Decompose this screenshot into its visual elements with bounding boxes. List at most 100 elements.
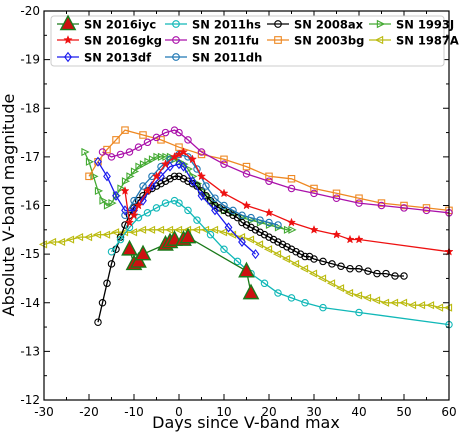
data-point-sn-2003bg: [332, 189, 341, 198]
data-point-sn-2008ax: [247, 223, 255, 232]
series-sn-2011hs: [107, 196, 453, 329]
data-point-sn-2011hs: [184, 206, 192, 215]
data-point-sn-2003bg: [157, 136, 165, 144]
data-point-sn-1987a: [254, 240, 264, 249]
data-point-sn-2011hs: [220, 245, 228, 254]
data-point-sn-2016gkg: [124, 217, 135, 227]
data-point-sn-2008ax: [283, 243, 291, 251]
data-point-sn-1987a: [101, 230, 111, 239]
data-point-sn-2016gkg: [160, 159, 171, 169]
legend-marker: [59, 14, 77, 31]
data-point-sn-1987a: [47, 237, 57, 247]
data-point-sn-2008ax: [319, 257, 327, 266]
data-point-sn-2011dh: [184, 153, 192, 161]
data-point-sn-2011hs: [143, 209, 152, 217]
data-point-sn-2011dh: [229, 206, 237, 215]
data-point-sn-1993j: [85, 157, 95, 166]
data-point-sn-2008ax: [170, 172, 179, 181]
legend-item-sn-2013df: SN 2013df: [57, 51, 152, 65]
data-point-sn-2016gkg: [219, 188, 229, 198]
data-point-sn-1993j: [108, 198, 117, 208]
data-point-sn-2016gkg: [354, 234, 364, 244]
data-point-sn-2016gkg: [196, 171, 207, 181]
data-point-sn-1993j: [148, 155, 158, 164]
data-point-sn-2011fu: [310, 189, 318, 198]
data-point-sn-2016gkg: [345, 234, 355, 244]
data-point-sn-1987a: [326, 279, 336, 288]
series-layer: [38, 126, 454, 329]
data-point-sn-2011fu: [197, 148, 206, 156]
data-point-sn-2008ax: [94, 318, 102, 326]
data-point-sn-2011dh: [211, 194, 219, 202]
data-point-sn-2011fu: [170, 126, 179, 134]
data-point-sn-1993j: [99, 196, 108, 205]
data-point-sn-2008ax: [251, 226, 260, 234]
data-point-sn-1987a: [245, 235, 255, 244]
y-tick-label: -13: [20, 344, 40, 358]
data-point-sn-2011fu: [125, 148, 134, 156]
data-point-sn-1987a: [83, 233, 93, 242]
data-point-sn-2008ax: [103, 279, 111, 288]
data-point-sn-2008ax: [382, 269, 390, 278]
legend-label: SN 2016iyc: [84, 18, 156, 32]
data-point-sn-2016gkg: [264, 207, 274, 217]
data-point-sn-1987a: [92, 230, 102, 239]
data-point-sn-1987a: [209, 225, 219, 234]
data-point-sn-1987a: [317, 274, 327, 283]
data-point-sn-1987a: [164, 225, 174, 234]
data-point-sn-1987a: [137, 225, 147, 234]
axis-ticks: -30 -20 -10 0 10 20 30 40 50 60 -20 -19 -18 -17 -16 -15…: [20, 4, 456, 419]
series-sn-2016iyc: [121, 227, 260, 300]
legend-label: SN 1987A: [396, 34, 459, 48]
data-point-sn-2013df: [197, 190, 206, 201]
data-point-sn-2013df: [166, 161, 174, 172]
data-point-sn-2013df: [179, 161, 188, 172]
data-point-sn-1993j: [121, 177, 131, 186]
x-tick-label: 40: [351, 405, 366, 419]
data-point-sn-1993j: [94, 186, 104, 196]
series-sn-2013df: [94, 156, 260, 260]
x-tick-label: 20: [261, 405, 276, 419]
data-point-sn-1987a: [191, 225, 201, 234]
data-point-sn-2011hs: [287, 294, 296, 302]
data-point-sn-2003bg: [355, 194, 363, 202]
data-point-sn-2011fu: [152, 133, 161, 142]
data-point-sn-2003bg: [85, 172, 93, 181]
x-axis-label: Days since V-band max: [152, 413, 340, 432]
data-point-sn-2011fu: [107, 153, 116, 161]
legend-label: SN 2011dh: [192, 51, 262, 65]
legend-item-sn-2008ax: SN 2008ax: [267, 18, 364, 32]
data-point-sn-2011dh: [220, 201, 228, 210]
x-tick-label: 10: [216, 405, 231, 419]
legend-marker: [172, 36, 180, 44]
data-point-sn-1987a: [344, 288, 354, 298]
data-point-sn-2011dh: [238, 211, 246, 219]
data-point-sn-2008ax: [233, 213, 242, 222]
data-point-sn-2016iyc: [238, 261, 255, 278]
data-point-sn-1987a: [218, 228, 228, 237]
data-point-sn-2011fu: [175, 128, 183, 137]
data-point-sn-2011fu: [355, 199, 363, 207]
data-point-sn-2011fu: [220, 160, 228, 168]
data-point-sn-2011fu: [422, 206, 431, 215]
data-point-sn-1987a: [353, 291, 363, 300]
data-point-sn-1993j: [162, 152, 171, 161]
legend-marker: [63, 35, 73, 45]
y-tick-label: -19: [20, 53, 40, 67]
data-point-sn-2013df: [103, 171, 111, 182]
data-point-sn-2008ax: [391, 272, 399, 280]
data-point-sn-1987a: [299, 264, 309, 273]
legend: SN 2016iyc SN 2011hs SN 2008ax SN 1993J SN 2…: [50, 14, 459, 67]
data-point-sn-2008ax: [278, 240, 287, 249]
data-point-sn-1993j: [126, 172, 135, 181]
data-point-sn-2011fu: [287, 184, 296, 193]
data-point-sn-1987a: [443, 303, 453, 312]
data-point-sn-1987a: [272, 250, 282, 259]
data-point-sn-2016gkg: [120, 186, 130, 195]
data-point-sn-1987a: [371, 296, 381, 305]
data-point-sn-2013df: [148, 180, 156, 192]
y-tick-label: -17: [20, 150, 40, 164]
data-point-sn-2016gkg: [331, 229, 342, 239]
data-point-sn-2008ax: [269, 235, 278, 244]
data-point-sn-2011hs: [319, 303, 327, 312]
